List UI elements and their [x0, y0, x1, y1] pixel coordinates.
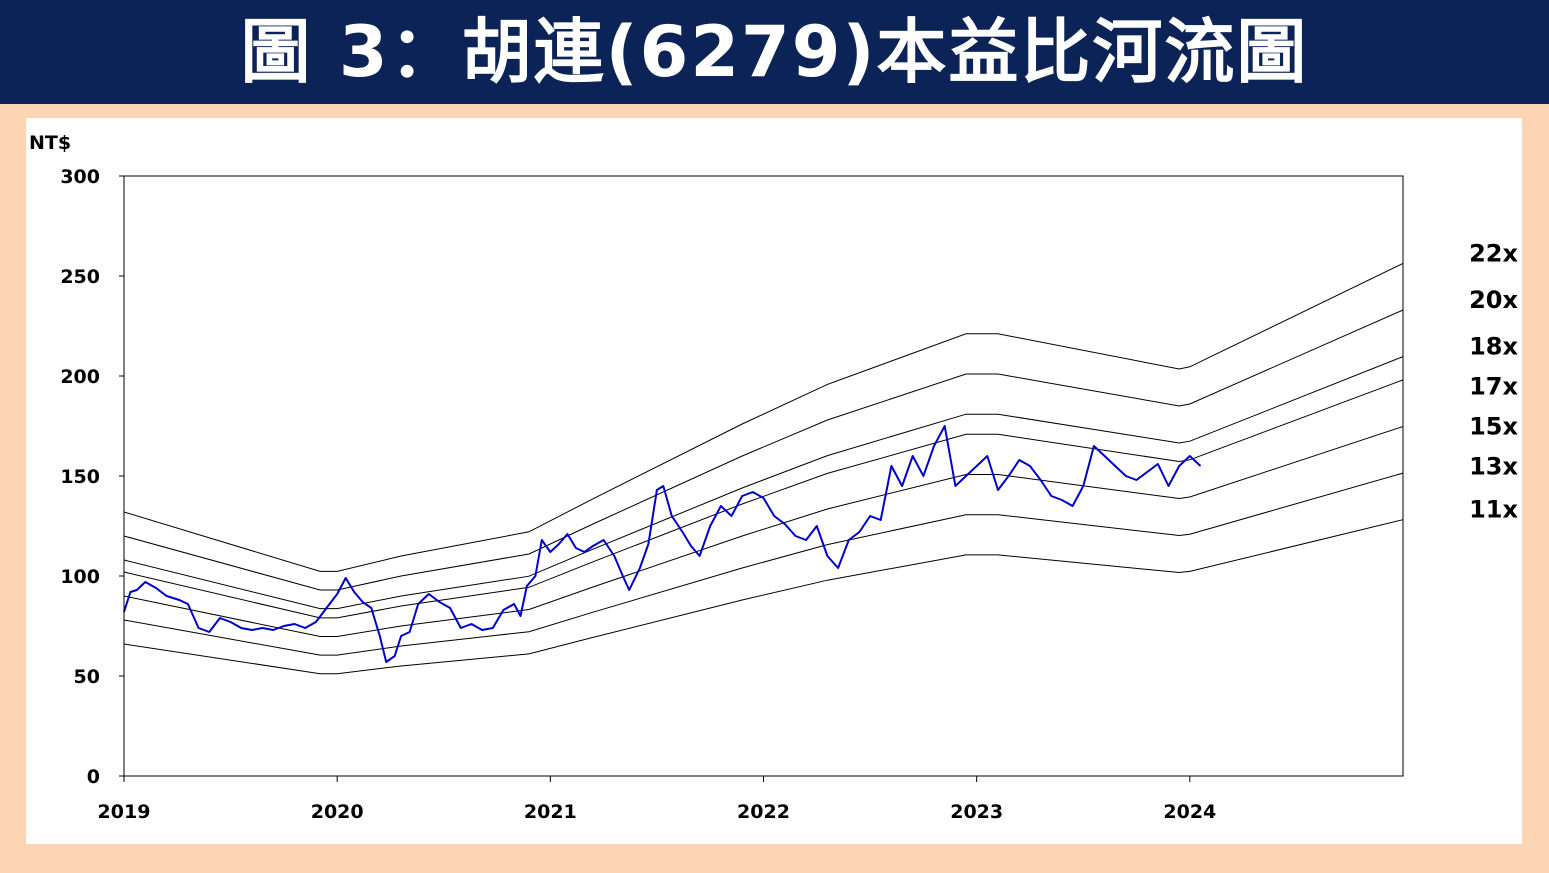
band-labels: 22x 20x 18x 17x 15x 13x 11x — [1469, 239, 1518, 523]
pe-band-label-20x: 20x — [1469, 286, 1518, 314]
pe-band-label-17x: 17x — [1469, 373, 1518, 401]
chart-panel: NT$ 0 50 100 150 200 250 300 2019 2020 2021 2022 2… — [26, 118, 1522, 844]
x-tick-label: 2019 — [98, 801, 151, 823]
pe-band-line-20x — [123, 309, 1404, 591]
y-tick-label: 0 — [87, 766, 100, 788]
x-tick-label: 2022 — [737, 801, 790, 823]
pe-band-label-13x: 13x — [1469, 453, 1518, 481]
y-unit-label: NT$ — [29, 132, 71, 154]
x-tick-label: 2021 — [524, 801, 577, 823]
price-line — [123, 425, 1202, 663]
pe-bands — [123, 262, 1404, 675]
pe-band-label-15x: 15x — [1469, 413, 1518, 441]
pe-band-line-13x — [123, 472, 1404, 656]
x-tick-label: 2023 — [950, 801, 1003, 823]
y-tick-label: 100 — [60, 566, 100, 588]
y-tick-label: 250 — [60, 266, 100, 288]
y-tick-label: 200 — [60, 366, 100, 388]
title-bar: 圖 3：胡連(6279)本益比河流圖 — [0, 0, 1549, 104]
pe-band-label-11x: 11x — [1469, 496, 1518, 524]
chart-title: 圖 3：胡連(6279)本益比河流圖 — [240, 11, 1309, 93]
pe-band-label-18x: 18x — [1469, 333, 1518, 361]
x-tick-label: 2020 — [311, 801, 364, 823]
pe-band-line-15x — [123, 426, 1404, 637]
pe-band-line-11x — [123, 519, 1404, 675]
pe-band-line-18x — [123, 356, 1404, 610]
x-tick-label: 2024 — [1163, 801, 1216, 823]
y-axis: 0 50 100 150 200 250 300 — [60, 166, 124, 788]
x-axis: 2019 2020 2021 2022 2023 2024 — [98, 776, 1216, 823]
pe-band-label-22x: 22x — [1469, 239, 1518, 267]
price-series — [123, 425, 1202, 663]
y-tick-label: 150 — [60, 466, 100, 488]
y-tick-label: 50 — [74, 666, 100, 688]
y-tick-label: 300 — [60, 166, 100, 188]
plot-frame — [123, 175, 1404, 777]
pe-band-line-22x — [123, 262, 1404, 572]
pe-band-line-17x — [123, 379, 1404, 619]
